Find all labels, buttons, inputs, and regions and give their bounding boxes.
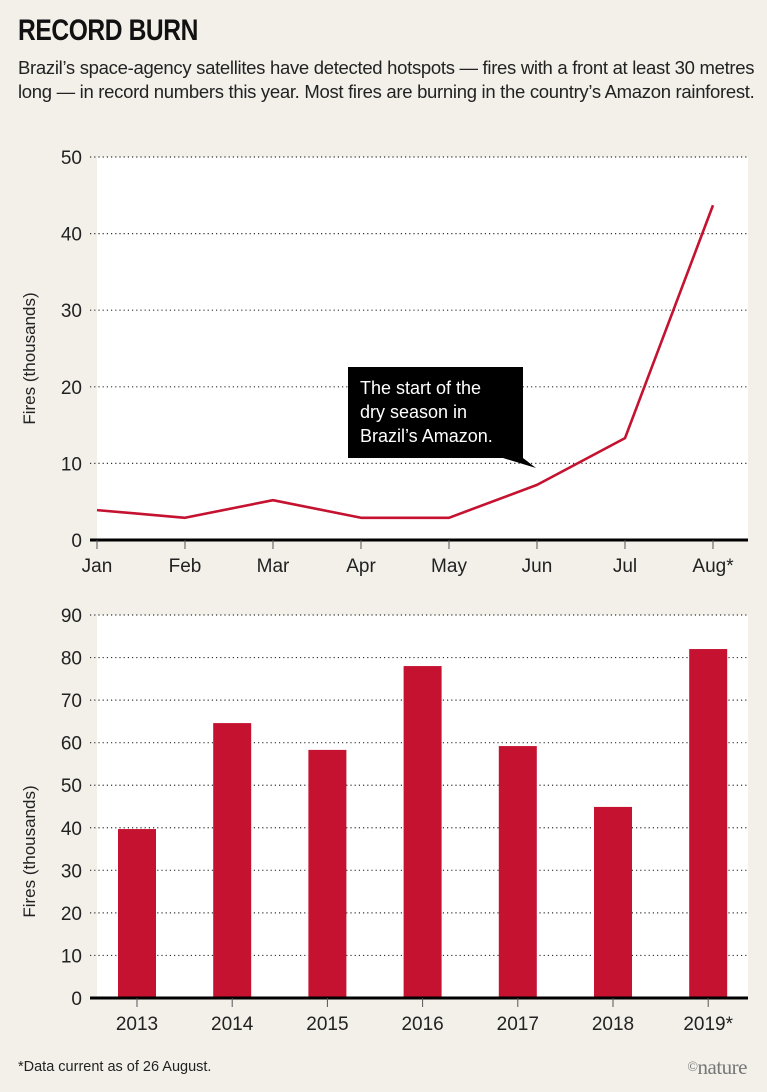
x-tick-label: 2018 [592, 1014, 634, 1035]
chart-subtitle: Brazil’s space-agency satellites have de… [18, 57, 755, 102]
x-tick-label: Mar [257, 556, 290, 577]
bar [498, 746, 537, 998]
y-tick-label: 60 [61, 734, 82, 755]
x-tick-label: Jan [82, 556, 113, 577]
y-tick-label: 40 [61, 225, 82, 246]
line-chart-y-ticks: 0 10 20 30 40 50 [61, 148, 82, 552]
bar-chart-y-ticks: 0 10 20 30 40 50 60 70 80 90 [61, 606, 82, 1010]
y-tick-label: 20 [61, 378, 82, 399]
callout-text-line: dry season in [360, 402, 467, 422]
y-tick-label: 30 [61, 301, 82, 322]
y-tick-label: 0 [71, 531, 82, 552]
line-chart-gridlines [90, 156, 748, 464]
x-tick-label: Apr [346, 556, 376, 577]
chart-title: RECORD BURN [18, 14, 198, 47]
callout-text-line: The start of the [360, 378, 481, 398]
line-chart-x-ticks: Jan Feb Mar Apr May Jun Jul Aug* [82, 540, 734, 577]
x-tick-label: May [431, 556, 467, 577]
x-tick-label: 2016 [401, 1014, 443, 1035]
y-tick-label: 50 [61, 776, 82, 797]
x-tick-label: 2015 [306, 1014, 348, 1035]
annual-fires-bar-chart: 0 10 20 30 40 50 60 70 80 90 Fires (thousands) 20… [20, 606, 748, 1035]
y-tick-label: 40 [61, 819, 82, 840]
nature-credit: ©nature [687, 1055, 747, 1080]
x-tick-label: Jul [613, 556, 637, 577]
bar [118, 829, 156, 998]
line-chart-y-axis-title: Fires (thousands) [20, 292, 39, 424]
bar-chart-x-ticks: 2013 2014 2015 2016 2017 2018 2019* [116, 998, 734, 1035]
y-tick-label: 20 [61, 904, 82, 925]
line-chart-plot-area [97, 157, 748, 540]
y-tick-label: 10 [61, 454, 82, 475]
bar-chart-y-axis-title: Fires (thousands) [20, 785, 39, 917]
bar [213, 723, 252, 998]
y-tick-label: 80 [61, 649, 82, 670]
bar [403, 666, 442, 998]
y-tick-label: 30 [61, 861, 82, 882]
x-tick-label: 2014 [211, 1014, 254, 1035]
callout-text-line: Brazil’s Amazon. [360, 426, 493, 446]
nature-logo: nature [697, 1055, 748, 1079]
x-tick-label: 2013 [116, 1014, 158, 1035]
x-tick-label: Feb [169, 556, 202, 577]
callout-box [348, 367, 536, 468]
fires-series-line [96, 204, 715, 520]
bar [308, 749, 347, 998]
y-tick-label: 90 [61, 606, 82, 627]
y-tick-label: 50 [61, 148, 82, 169]
x-tick-label: Aug* [692, 556, 734, 577]
x-tick-label: 2019* [683, 1014, 733, 1035]
x-tick-label: Jun [522, 556, 553, 577]
bar-chart-gridlines [90, 614, 748, 957]
y-tick-label: 10 [61, 946, 82, 967]
bar-chart-bars [118, 649, 728, 998]
bar [594, 806, 632, 998]
y-tick-label: 0 [71, 989, 82, 1010]
monthly-fires-line-chart: 0 10 20 30 40 50 Fires (thousands) The start … [20, 148, 748, 577]
footnote: *Data current as of 26 August. [18, 1059, 212, 1075]
bar [689, 649, 728, 998]
copyright-symbol: © [687, 1060, 698, 1075]
dry-season-callout: The start of the dry season in Brazil’s … [348, 367, 536, 468]
y-tick-label: 70 [61, 691, 82, 712]
x-tick-label: 2017 [497, 1014, 539, 1035]
